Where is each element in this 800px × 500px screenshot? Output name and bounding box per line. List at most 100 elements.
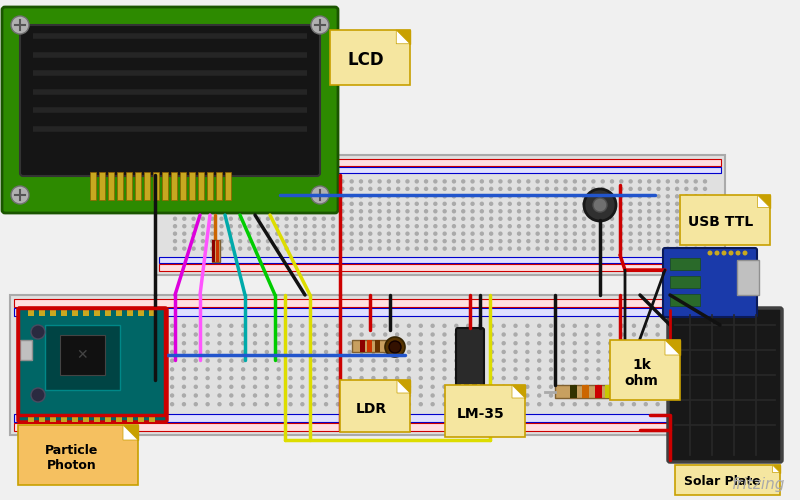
Circle shape xyxy=(508,195,511,198)
Circle shape xyxy=(182,359,186,362)
Circle shape xyxy=(597,324,600,328)
Circle shape xyxy=(202,180,204,183)
Circle shape xyxy=(582,232,586,235)
Circle shape xyxy=(378,217,381,220)
Circle shape xyxy=(644,402,647,406)
Circle shape xyxy=(192,247,195,250)
Circle shape xyxy=(123,402,126,406)
Circle shape xyxy=(554,217,558,220)
FancyBboxPatch shape xyxy=(675,465,780,495)
Circle shape xyxy=(123,350,126,354)
Circle shape xyxy=(341,224,344,228)
Circle shape xyxy=(478,394,482,397)
Circle shape xyxy=(341,217,344,220)
Circle shape xyxy=(564,180,567,183)
Circle shape xyxy=(304,188,306,190)
Circle shape xyxy=(242,376,245,380)
Circle shape xyxy=(546,240,549,242)
Circle shape xyxy=(254,342,257,344)
Circle shape xyxy=(431,324,434,328)
Circle shape xyxy=(692,350,694,354)
Circle shape xyxy=(478,359,482,362)
Circle shape xyxy=(514,386,517,388)
Circle shape xyxy=(387,188,390,190)
Circle shape xyxy=(277,324,280,328)
Circle shape xyxy=(466,342,470,344)
Circle shape xyxy=(668,402,671,406)
Circle shape xyxy=(230,359,233,362)
Circle shape xyxy=(536,232,539,235)
Circle shape xyxy=(147,394,150,397)
Circle shape xyxy=(455,333,458,336)
Circle shape xyxy=(322,188,326,190)
Circle shape xyxy=(668,359,671,362)
Circle shape xyxy=(294,224,298,228)
Circle shape xyxy=(285,232,288,235)
Bar xyxy=(155,155,725,275)
Circle shape xyxy=(666,188,670,190)
Circle shape xyxy=(694,210,698,213)
Circle shape xyxy=(692,333,694,336)
Circle shape xyxy=(692,324,694,328)
Circle shape xyxy=(554,188,558,190)
Circle shape xyxy=(514,359,517,362)
Circle shape xyxy=(384,342,386,344)
Circle shape xyxy=(514,394,517,397)
Circle shape xyxy=(668,333,671,336)
Bar xyxy=(39,414,45,422)
Circle shape xyxy=(538,402,541,406)
Circle shape xyxy=(425,210,427,213)
Circle shape xyxy=(248,188,251,190)
Circle shape xyxy=(703,386,706,388)
Circle shape xyxy=(360,394,363,397)
Circle shape xyxy=(170,350,174,354)
Circle shape xyxy=(685,188,688,190)
Polygon shape xyxy=(396,30,410,44)
Circle shape xyxy=(657,224,660,228)
Circle shape xyxy=(455,386,458,388)
Circle shape xyxy=(490,402,494,406)
Bar xyxy=(737,260,759,295)
Circle shape xyxy=(656,342,659,344)
Circle shape xyxy=(593,198,607,212)
Circle shape xyxy=(294,247,298,250)
Circle shape xyxy=(194,402,198,406)
Circle shape xyxy=(582,180,586,183)
Circle shape xyxy=(230,342,233,344)
Circle shape xyxy=(621,386,624,388)
Circle shape xyxy=(633,402,635,406)
Circle shape xyxy=(638,247,642,250)
Circle shape xyxy=(633,350,635,354)
Circle shape xyxy=(585,333,588,336)
Circle shape xyxy=(685,210,688,213)
Circle shape xyxy=(480,202,483,205)
Bar xyxy=(216,172,222,200)
Circle shape xyxy=(238,217,242,220)
Circle shape xyxy=(633,324,635,328)
Circle shape xyxy=(289,386,292,388)
Bar xyxy=(135,172,141,200)
Circle shape xyxy=(170,402,174,406)
Circle shape xyxy=(123,333,126,336)
Circle shape xyxy=(574,247,576,250)
Circle shape xyxy=(289,368,292,371)
Circle shape xyxy=(64,394,67,397)
Circle shape xyxy=(194,324,198,328)
Circle shape xyxy=(574,195,576,198)
Circle shape xyxy=(648,188,650,190)
Circle shape xyxy=(397,195,400,198)
Circle shape xyxy=(455,402,458,406)
Circle shape xyxy=(434,188,437,190)
Circle shape xyxy=(526,324,529,328)
Circle shape xyxy=(202,240,204,242)
Circle shape xyxy=(550,359,553,362)
Circle shape xyxy=(99,386,102,388)
Circle shape xyxy=(192,188,195,190)
Circle shape xyxy=(277,359,280,362)
Circle shape xyxy=(434,180,437,183)
Circle shape xyxy=(554,224,558,228)
Circle shape xyxy=(360,359,363,362)
Circle shape xyxy=(550,350,553,354)
Circle shape xyxy=(210,240,214,242)
Circle shape xyxy=(466,394,470,397)
